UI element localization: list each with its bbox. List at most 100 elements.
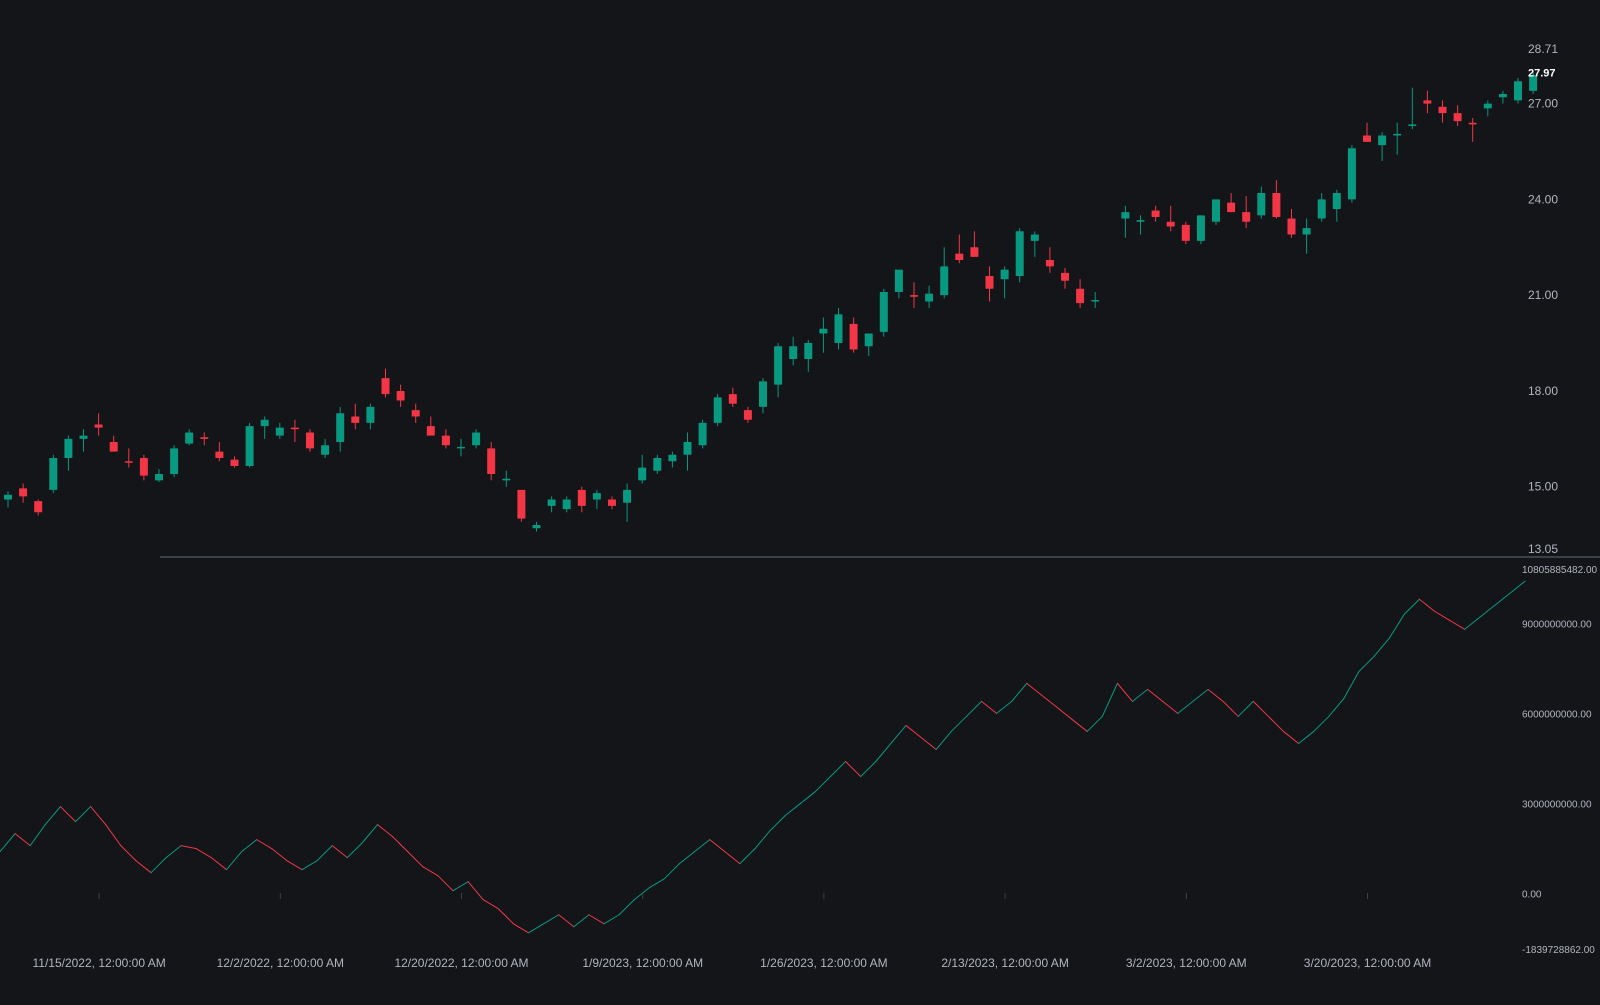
- candle[interactable]: [381, 368, 390, 398]
- candle[interactable]: [1332, 189, 1341, 222]
- candle[interactable]: [351, 403, 360, 430]
- candle[interactable]: [170, 445, 179, 478]
- candle[interactable]: [728, 387, 737, 407]
- candle[interactable]: [472, 429, 481, 449]
- candle[interactable]: [759, 378, 767, 414]
- candle[interactable]: [713, 394, 722, 427]
- candle[interactable]: [1076, 279, 1085, 308]
- candle[interactable]: [1378, 132, 1387, 162]
- candle[interactable]: [683, 432, 692, 471]
- candle[interactable]: [457, 438, 465, 457]
- candle[interactable]: [668, 451, 677, 468]
- candle[interactable]: [1181, 221, 1190, 245]
- candle[interactable]: [1453, 105, 1462, 126]
- candle[interactable]: [215, 442, 224, 462]
- candle[interactable]: [155, 469, 163, 482]
- candle[interactable]: [955, 234, 964, 264]
- candle[interactable]: [1272, 180, 1281, 219]
- candle[interactable]: [109, 435, 118, 452]
- candle[interactable]: [1438, 100, 1447, 123]
- candle[interactable]: [894, 269, 903, 299]
- candle[interactable]: [789, 336, 798, 366]
- candle[interactable]: [275, 422, 284, 439]
- candle[interactable]: [562, 496, 571, 513]
- candle[interactable]: [64, 435, 73, 471]
- candle[interactable]: [1196, 215, 1205, 245]
- candle[interactable]: [1287, 208, 1296, 238]
- candle[interactable]: [1468, 117, 1477, 142]
- candle[interactable]: [1015, 228, 1024, 283]
- candle[interactable]: [1242, 196, 1251, 229]
- candle[interactable]: [79, 429, 88, 452]
- candle[interactable]: [260, 416, 269, 439]
- candle[interactable]: [290, 419, 299, 443]
- candle[interactable]: [1000, 266, 1009, 299]
- candle[interactable]: [1091, 291, 1100, 308]
- candle[interactable]: [774, 343, 783, 398]
- candle[interactable]: [985, 266, 994, 302]
- candle[interactable]: [1498, 90, 1507, 104]
- candle[interactable]: [487, 442, 496, 481]
- candle[interactable]: [879, 288, 888, 337]
- candle[interactable]: [623, 483, 632, 522]
- candle[interactable]: [411, 403, 420, 423]
- candle[interactable]: [1227, 192, 1236, 213]
- candle[interactable]: [1317, 192, 1326, 222]
- candle[interactable]: [834, 307, 843, 350]
- candle[interactable]: [396, 384, 405, 407]
- candle[interactable]: [94, 413, 103, 436]
- candle[interactable]: [743, 406, 752, 423]
- candle[interactable]: [1483, 100, 1492, 117]
- candle[interactable]: [185, 429, 194, 446]
- candle[interactable]: [1347, 145, 1356, 203]
- candle[interactable]: [1166, 205, 1175, 232]
- candle[interactable]: [49, 454, 58, 494]
- candle[interactable]: [517, 489, 526, 522]
- candle[interactable]: [200, 432, 209, 446]
- candle[interactable]: [19, 483, 28, 503]
- candle[interactable]: [139, 454, 148, 481]
- candle[interactable]: [124, 448, 133, 468]
- indicator-panel[interactable]: 10805885482.00 9000000000.00 6000000000.00…: [0, 565, 1598, 956]
- candle[interactable]: [925, 285, 934, 308]
- candle[interactable]: [441, 429, 450, 449]
- candle[interactable]: [336, 406, 345, 452]
- candle[interactable]: [1257, 186, 1266, 219]
- candle[interactable]: [366, 403, 375, 430]
- candle[interactable]: [245, 422, 254, 468]
- candle[interactable]: [910, 282, 918, 308]
- candle[interactable]: [321, 438, 330, 459]
- candle[interactable]: [306, 429, 314, 452]
- candle[interactable]: [940, 247, 949, 299]
- candle[interactable]: [1061, 268, 1069, 289]
- price-panel[interactable]: 28.71 27.00 24.00 21.00 18.00 15.00 13.05 27.97: [4, 42, 1558, 556]
- candle[interactable]: [426, 416, 435, 436]
- candle[interactable]: [547, 496, 556, 513]
- candle[interactable]: [653, 454, 662, 474]
- candle[interactable]: [1529, 71, 1538, 95]
- candle[interactable]: [1408, 87, 1417, 130]
- candle[interactable]: [592, 489, 601, 510]
- candle[interactable]: [1045, 247, 1054, 273]
- candle[interactable]: [1423, 90, 1432, 114]
- candle[interactable]: [502, 470, 511, 487]
- candle[interactable]: [577, 486, 586, 513]
- candle[interactable]: [1030, 231, 1039, 257]
- candle[interactable]: [1136, 215, 1145, 235]
- candle[interactable]: [532, 521, 541, 532]
- candle[interactable]: [970, 231, 979, 257]
- candle[interactable]: [1151, 205, 1160, 222]
- candle[interactable]: [1212, 199, 1220, 225]
- candle[interactable]: [608, 496, 616, 510]
- candle[interactable]: [804, 339, 813, 372]
- candle[interactable]: [638, 454, 647, 484]
- candle[interactable]: [1514, 78, 1522, 104]
- candle[interactable]: [819, 317, 828, 353]
- candle[interactable]: [864, 333, 873, 356]
- candle[interactable]: [230, 456, 239, 468]
- candle[interactable]: [1302, 218, 1311, 254]
- candle[interactable]: [4, 491, 12, 508]
- candle[interactable]: [1121, 205, 1130, 238]
